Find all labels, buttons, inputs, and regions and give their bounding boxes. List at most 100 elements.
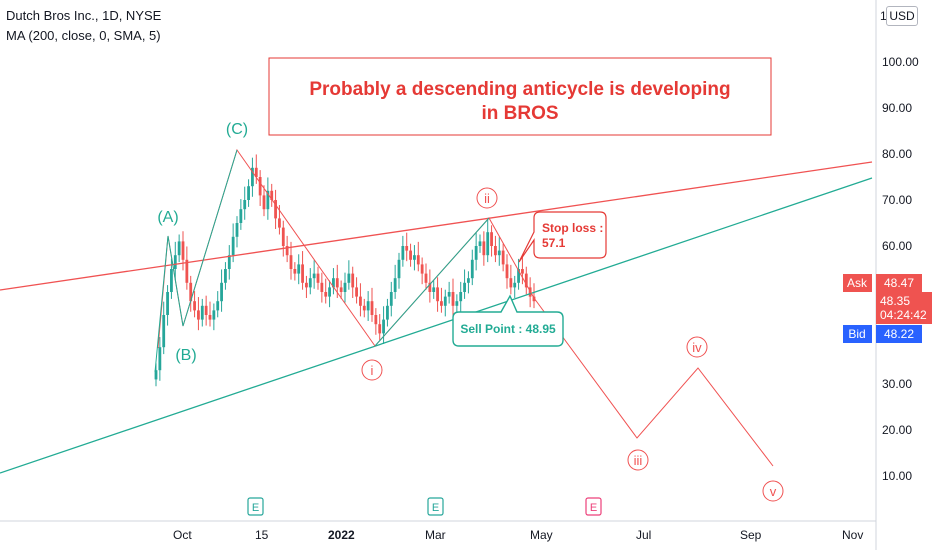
candle-body — [162, 315, 166, 348]
y-tick-label: 10.00 — [882, 469, 912, 483]
candle-body — [270, 190, 274, 200]
candle-body — [451, 292, 455, 306]
bid-tag: Bid 48.22 — [843, 325, 922, 343]
svg-text:04:24:42: 04:24:42 — [880, 308, 927, 322]
candle-body — [297, 264, 301, 274]
candle-body — [374, 315, 378, 325]
candle-body — [312, 273, 316, 279]
wave-path-green — [154, 149, 238, 373]
candle-body — [177, 241, 181, 256]
candle-body — [424, 273, 428, 283]
candle-body — [289, 255, 293, 269]
svg-text:48.47: 48.47 — [884, 276, 914, 290]
x-tick-label: 15 — [255, 528, 269, 542]
candle-body — [397, 259, 401, 279]
candle-body — [370, 301, 374, 315]
y-tick-label: 80.00 — [882, 147, 912, 161]
candle-body — [308, 278, 312, 288]
candle-body — [301, 264, 304, 283]
candle-body — [185, 259, 189, 283]
earnings-marker[interactable]: E — [247, 497, 264, 516]
candle-body — [258, 177, 262, 196]
currency-prefix: 1 — [880, 9, 887, 23]
earnings-marker[interactable]: E — [427, 497, 444, 516]
svg-text:E: E — [432, 502, 439, 514]
candle-body — [281, 227, 285, 246]
candle-body — [251, 167, 254, 187]
candle-body — [320, 282, 324, 292]
wave-label-c: (C) — [226, 121, 248, 138]
candle-body — [351, 273, 355, 288]
currency-button[interactable]: USD — [886, 6, 918, 26]
candle-body — [382, 319, 385, 334]
candle-body — [432, 287, 436, 292]
candle-body — [254, 167, 258, 177]
candle-body — [513, 282, 517, 288]
candle-body — [416, 255, 420, 265]
svg-text:48.22: 48.22 — [884, 327, 914, 341]
x-tick-label: 2022 — [328, 528, 355, 542]
candle-body — [474, 246, 478, 260]
x-tick-label: May — [530, 528, 553, 542]
candle-body — [470, 259, 474, 279]
candle-body — [335, 278, 339, 288]
candle-body — [278, 218, 281, 228]
svg-text:iii: iii — [634, 453, 643, 468]
stop-loss-callout[interactable]: Stop loss : 57.1 — [518, 211, 607, 263]
candle-body — [231, 236, 235, 256]
svg-text:E: E — [590, 502, 597, 514]
earnings-marker[interactable]: E — [585, 497, 602, 516]
candle-body — [347, 273, 351, 283]
candle-body — [355, 287, 358, 297]
candle-body — [158, 347, 162, 371]
ask-tag: Ask 48.47 — [843, 274, 922, 292]
candle-body — [166, 292, 169, 315]
x-axis: Oct 15 2022 Mar May Jul Sep Nov — [173, 528, 863, 542]
candle-body — [235, 223, 239, 237]
candle-body — [332, 278, 335, 288]
wave-label-ii: ii — [476, 187, 498, 209]
x-tick-label: Sep — [740, 528, 762, 542]
svg-text:v: v — [770, 484, 777, 499]
annotation-box[interactable]: Probably a descending anticycle is devel… — [268, 57, 772, 136]
candle-body — [501, 250, 505, 265]
wave-label-iii: iii — [627, 449, 649, 471]
candle-body — [440, 301, 443, 306]
candle-body — [212, 310, 216, 320]
annotation-line-2: in BROS — [481, 103, 558, 124]
x-tick-label: Nov — [842, 528, 863, 542]
candle-body — [443, 296, 447, 306]
svg-text:Bid: Bid — [848, 327, 865, 341]
y-tick-label: 60.00 — [882, 239, 912, 253]
candle-body — [497, 250, 501, 256]
candle-body — [478, 241, 482, 246]
candle-body — [447, 292, 451, 297]
candle-body — [324, 292, 328, 297]
candle-body — [274, 200, 277, 219]
candle-body — [455, 301, 459, 306]
candle-body — [239, 209, 243, 223]
candle-body — [505, 264, 509, 279]
candle-body — [285, 246, 289, 256]
candle-body — [467, 278, 470, 283]
candle-body — [393, 278, 397, 292]
x-tick-label: Jul — [636, 528, 651, 542]
candle-body — [378, 324, 382, 334]
candle-body — [509, 278, 513, 288]
chart-title: Dutch Bros Inc., 1D, NYSE — [6, 8, 162, 23]
indicator-legend[interactable]: MA (200, close, 0, SMA, 5) — [6, 28, 161, 43]
candle-body — [486, 232, 490, 256]
candle-body — [343, 282, 347, 292]
candle-body — [293, 269, 297, 274]
candle-body — [401, 246, 405, 260]
candle-body — [386, 305, 389, 320]
svg-text:i: i — [371, 363, 374, 378]
wave-label-a: (A) — [157, 209, 178, 226]
wave-path-projection — [533, 297, 774, 467]
sell-point-callout[interactable]: Sell Point : 48.95 — [452, 294, 564, 347]
sell-point-label: Sell Point : 48.95 — [460, 322, 556, 336]
y-tick-label: 90.00 — [882, 101, 912, 115]
candle-body — [362, 305, 366, 311]
candle-body — [204, 305, 208, 315]
